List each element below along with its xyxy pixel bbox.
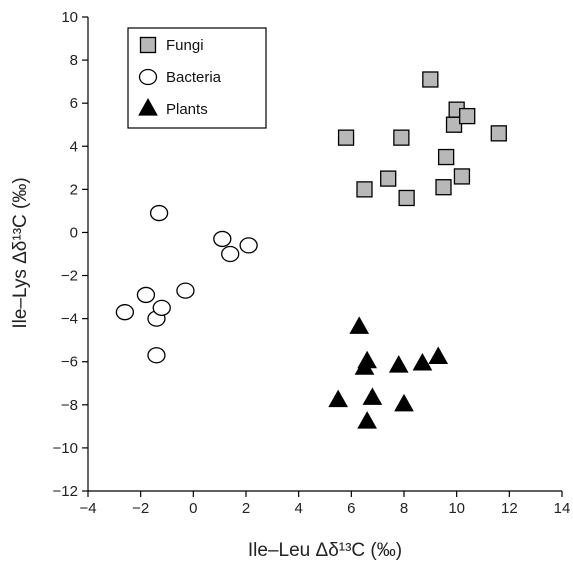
fungi-point xyxy=(422,71,439,88)
y-tick-label: −8 xyxy=(61,397,78,414)
x-tick-label: 14 xyxy=(554,500,571,517)
bacteria-point xyxy=(239,237,258,254)
plants-point xyxy=(328,389,349,408)
y-axis-label: Ile–Lys Δδ¹³C (‰) xyxy=(10,177,31,328)
legend-marker-bacteria xyxy=(138,68,158,86)
y-tick-label: −2 xyxy=(61,268,78,285)
legend: Fungi Bacteria Plants xyxy=(127,27,267,129)
y-tick-label: −6 xyxy=(61,354,78,371)
x-tick-label: 2 xyxy=(242,500,250,517)
y-tick-label: 4 xyxy=(70,138,78,155)
legend-label-bacteria: Bacteria xyxy=(166,69,222,86)
series-plants xyxy=(328,316,449,429)
data-points xyxy=(115,71,507,429)
fungi-point xyxy=(490,125,507,142)
plants-point xyxy=(388,355,409,373)
legend-marker-fungi xyxy=(139,36,157,54)
legend-marker-plants xyxy=(138,98,158,116)
y-tick-label: 8 xyxy=(70,52,78,69)
bacteria-point xyxy=(149,204,169,222)
x-tick-label: 6 xyxy=(347,500,355,517)
fungi-point xyxy=(380,170,397,187)
plants-point xyxy=(357,350,377,369)
plants-point xyxy=(357,411,377,429)
legend-label-plants: Plants xyxy=(166,101,208,118)
bacteria-point xyxy=(213,230,232,248)
bacteria-point xyxy=(147,347,166,364)
x-tick-label: 8 xyxy=(400,500,408,517)
y-tick-label: 2 xyxy=(70,181,78,198)
x-tick-label: 12 xyxy=(501,500,518,517)
fungi-point xyxy=(453,168,471,185)
bacteria-point xyxy=(136,286,156,304)
bacteria-point xyxy=(221,245,240,263)
x-tick-label: 4 xyxy=(294,500,302,517)
fungi-point xyxy=(393,129,410,146)
bacteria-point xyxy=(176,282,195,299)
plants-point xyxy=(349,316,370,334)
plants-point xyxy=(362,387,383,405)
bacteria-point xyxy=(152,299,171,317)
plants-point xyxy=(412,352,433,371)
plants-point xyxy=(394,393,414,412)
x-axis-ticks: −4 −2 0 2 4 6 8 10 12 14 xyxy=(79,491,570,517)
fungi-point xyxy=(437,148,455,166)
y-tick-label: 10 xyxy=(61,9,78,26)
legend-label-fungi: Fungi xyxy=(166,37,204,54)
series-bacteria xyxy=(115,204,258,364)
fungi-point xyxy=(337,129,355,146)
y-tick-label: 0 xyxy=(70,224,78,241)
axes xyxy=(87,17,562,492)
series-fungi xyxy=(337,71,507,207)
y-axis-ticks: −12 −10 −8 −6 −4 −2 0 2 4 6 8 10 xyxy=(53,9,88,500)
x-tick-label: −2 xyxy=(132,500,149,517)
fungi-point xyxy=(398,189,415,207)
x-tick-label: −4 xyxy=(79,500,96,517)
y-tick-label: −12 xyxy=(53,483,78,500)
bacteria-point xyxy=(115,304,135,321)
x-tick-label: 0 xyxy=(189,500,197,517)
fungi-point xyxy=(356,181,373,198)
y-tick-label: 6 xyxy=(70,95,78,112)
y-tick-label: −10 xyxy=(53,440,78,457)
fungi-point xyxy=(435,179,452,196)
y-tick-label: −4 xyxy=(61,311,78,328)
x-tick-label: 10 xyxy=(448,500,465,517)
plants-point xyxy=(428,346,449,364)
fungi-point xyxy=(459,107,476,125)
x-axis-label: Ile–Leu Δδ¹³C (‰) xyxy=(248,540,402,561)
